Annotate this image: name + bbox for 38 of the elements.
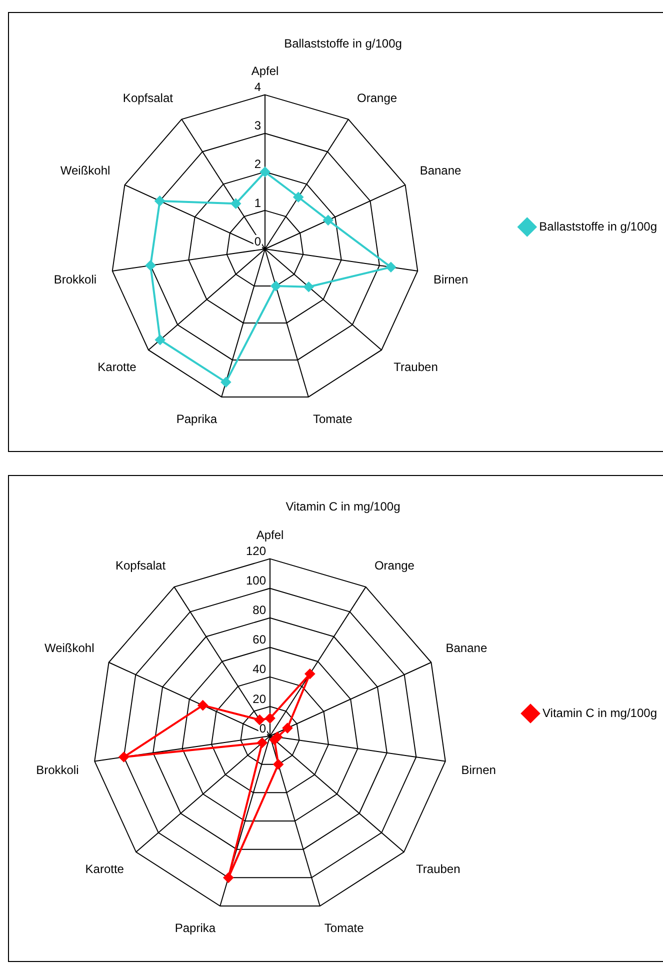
y-tick-label: 0 bbox=[254, 234, 262, 248]
spoke-label: Tomate bbox=[324, 920, 364, 935]
spoke-label: Brokkoli bbox=[36, 763, 79, 778]
chart-title: Ballaststoffe in g/100g bbox=[284, 36, 402, 51]
spoke-label: Birnen bbox=[461, 763, 496, 778]
spoke-label: Apfel bbox=[251, 64, 279, 78]
legend-label: Ballaststoffe in g/100g bbox=[539, 219, 658, 234]
chart-title: Vitamin C in mg/100g bbox=[286, 500, 400, 514]
y-tick-label: 3 bbox=[254, 118, 262, 133]
spoke-label: Orange bbox=[357, 90, 398, 105]
spoke-label: Kopfsalat bbox=[116, 558, 166, 573]
y-tick-label: 20 bbox=[252, 692, 266, 706]
spoke-label: Trauben bbox=[416, 862, 460, 876]
spoke-label: Orange bbox=[374, 558, 415, 573]
y-tick-label: 0 bbox=[259, 721, 266, 736]
y-tick-label: 1 bbox=[254, 196, 262, 210]
spoke-label: Kopfsalat bbox=[122, 90, 174, 105]
spoke-label: Brokkoli bbox=[54, 272, 97, 287]
spoke-label: Birnen bbox=[433, 272, 468, 287]
spoke-label: Tomate bbox=[312, 412, 353, 426]
y-tick-label: 80 bbox=[252, 603, 266, 618]
spoke-label: Weißkohl bbox=[60, 163, 110, 178]
spoke-label: Banane bbox=[446, 640, 488, 655]
spoke-label: Paprika bbox=[174, 920, 216, 935]
spoke-label: Karotte bbox=[85, 862, 124, 876]
y-tick-label: 100 bbox=[246, 574, 266, 588]
spoke-label: Banane bbox=[420, 163, 462, 178]
legend-label: Vitamin C in mg/100g bbox=[542, 706, 658, 720]
spoke-label: Trauben bbox=[394, 360, 438, 374]
spoke-label: Karotte bbox=[98, 360, 137, 374]
y-tick-label: 120 bbox=[246, 544, 266, 558]
spoke-label: Weißkohl bbox=[44, 640, 94, 655]
y-tick-label: 60 bbox=[252, 632, 266, 647]
y-tick-label: 40 bbox=[252, 662, 266, 676]
y-tick-label: 2 bbox=[254, 157, 262, 172]
spoke-label: Paprika bbox=[176, 412, 218, 426]
spoke-label: Apfel bbox=[256, 528, 284, 542]
y-tick-label: 4 bbox=[254, 80, 262, 94]
